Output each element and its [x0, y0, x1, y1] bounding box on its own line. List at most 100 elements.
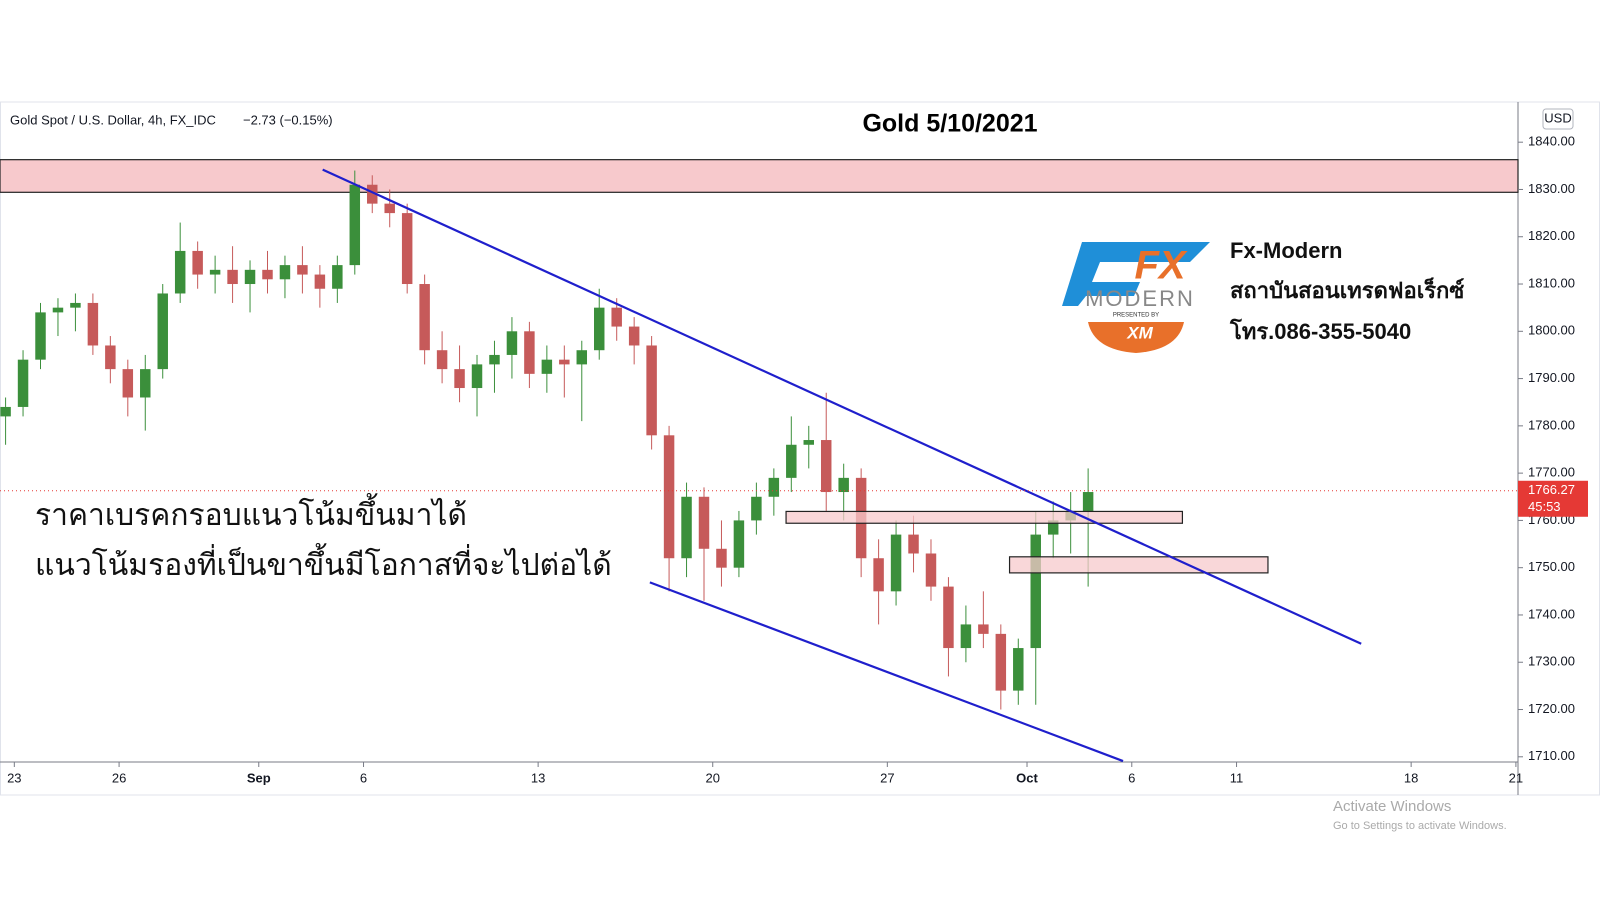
- candle-body: [925, 553, 937, 587]
- x-tick-label: Oct: [1016, 770, 1038, 785]
- y-tick-label: 1780.00: [1528, 417, 1575, 432]
- y-tick-label: 1710.00: [1528, 748, 1575, 763]
- x-tick-label: 11: [1230, 770, 1244, 785]
- candle-body: [733, 520, 745, 568]
- candle-body: [471, 364, 483, 389]
- y-tick-label: 1800.00: [1528, 323, 1575, 338]
- logo-badge: [1088, 322, 1184, 353]
- candle-body: [611, 307, 622, 327]
- candle-body: [890, 534, 902, 592]
- logo-subtext: MODERN: [1085, 286, 1195, 311]
- brand-tagline: สถาบันสอนเทรดฟอเร็กซ์: [1230, 276, 1464, 303]
- chart-panel: [0, 101, 1600, 796]
- logo-presented: PRESENTED BY: [1113, 313, 1159, 319]
- y-tick-label: 1790.00: [1528, 370, 1575, 385]
- y-tick-label: 1730.00: [1528, 654, 1575, 669]
- candle-body: [70, 302, 81, 308]
- candle-body: [17, 359, 29, 407]
- candle-body: [0, 406, 11, 417]
- candle-body: [628, 326, 640, 346]
- brand-name: Fx-Modern: [1230, 238, 1342, 263]
- candle-body: [646, 345, 657, 436]
- candle-body: [419, 284, 430, 351]
- last-price-box: [1518, 480, 1588, 517]
- y-tick-label: 1840.00: [1528, 134, 1575, 149]
- logo-shape: [1062, 242, 1210, 306]
- x-tick-label: 23: [7, 770, 21, 785]
- os-notice-subtitle: Go to Settings to activate Windows.: [1333, 820, 1507, 832]
- support-zone: [785, 510, 1184, 524]
- candle-body: [436, 350, 448, 370]
- candle-body: [838, 477, 849, 493]
- candle-body: [559, 359, 570, 365]
- candle-body: [978, 624, 989, 634]
- x-tick-label: Sep: [247, 770, 271, 785]
- candle-body: [908, 534, 919, 554]
- candle-body: [820, 440, 832, 493]
- candle-body: [384, 203, 395, 214]
- x-tick-label: 6: [360, 770, 367, 785]
- candle-body: [489, 354, 500, 365]
- candle-body: [192, 250, 203, 275]
- unit-box: [1542, 108, 1574, 130]
- candle-body: [524, 331, 535, 374]
- x-tick-label: 18: [1404, 770, 1418, 785]
- candle-body: [35, 312, 46, 360]
- trendline: [649, 581, 1124, 763]
- plot-area: [0, 159, 1519, 763]
- y-tick-label: 1810.00: [1528, 275, 1575, 290]
- candle-body: [367, 184, 378, 204]
- y-tick-label: 1720.00: [1528, 701, 1575, 716]
- candle-body: [209, 269, 221, 275]
- brand-logo: FX MODERN PRESENTED BY XM: [1062, 242, 1210, 353]
- candle-body: [751, 496, 762, 521]
- candle-body: [157, 293, 168, 370]
- candle-body: [174, 250, 186, 294]
- candle-body: [960, 624, 972, 649]
- logo-broker: XM: [1126, 323, 1153, 342]
- annotation: ราคาเบรคกรอบแนวโน้มขึ้นมาได้: [35, 493, 467, 532]
- candle-body: [52, 307, 64, 313]
- last-price-label: 1766.27: [1528, 482, 1575, 497]
- candle-body: [716, 548, 727, 568]
- candle-body: [262, 269, 273, 280]
- candle-body: [786, 444, 797, 478]
- candle-body: [541, 359, 553, 374]
- candle-body: [663, 435, 675, 559]
- candle-body: [803, 440, 814, 445]
- candle-body: [454, 369, 465, 389]
- candle-body: [1047, 520, 1059, 535]
- y-tick-label: 1830.00: [1528, 181, 1575, 196]
- candle-body: [873, 558, 884, 592]
- trendline: [322, 168, 1362, 645]
- x-tick-label: 13: [531, 770, 545, 785]
- candle-body: [1082, 492, 1094, 511]
- candle-body: [122, 369, 134, 398]
- candle-body: [349, 184, 361, 266]
- x-tick-label: 6: [1128, 770, 1135, 785]
- candle-body: [594, 307, 605, 351]
- candle-body: [140, 369, 151, 398]
- candle-body: [1030, 534, 1041, 649]
- y-tick-label: 1820.00: [1528, 228, 1575, 243]
- os-notice-title: Activate Windows: [1333, 798, 1451, 815]
- price-change: −2.73 (−0.15%): [243, 112, 333, 127]
- candle-body: [87, 302, 99, 346]
- candle-body: [244, 269, 256, 285]
- x-tick-label: 20: [705, 770, 719, 785]
- candle-body: [698, 496, 710, 549]
- brand-phone: โทร.086-355-5040: [1229, 318, 1411, 344]
- x-tick-label: 27: [880, 770, 894, 785]
- candle-body: [506, 331, 518, 355]
- annotation: แนวโน้มรองที่เป็นขาขึ้นมีโอกาสที่จะไปต่อ…: [35, 543, 612, 582]
- chart-title: Gold 5/10/2021: [862, 110, 1037, 138]
- symbol-header: Gold Spot / U.S. Dollar, 4h, FX_IDC: [10, 112, 216, 127]
- candle-body: [227, 269, 238, 285]
- y-tick-label: 1740.00: [1528, 606, 1575, 621]
- candle-body: [681, 496, 692, 559]
- x-tick-label: 21: [1509, 770, 1523, 785]
- resistance-zone: [0, 159, 1519, 193]
- logo-text: FX: [1134, 244, 1187, 288]
